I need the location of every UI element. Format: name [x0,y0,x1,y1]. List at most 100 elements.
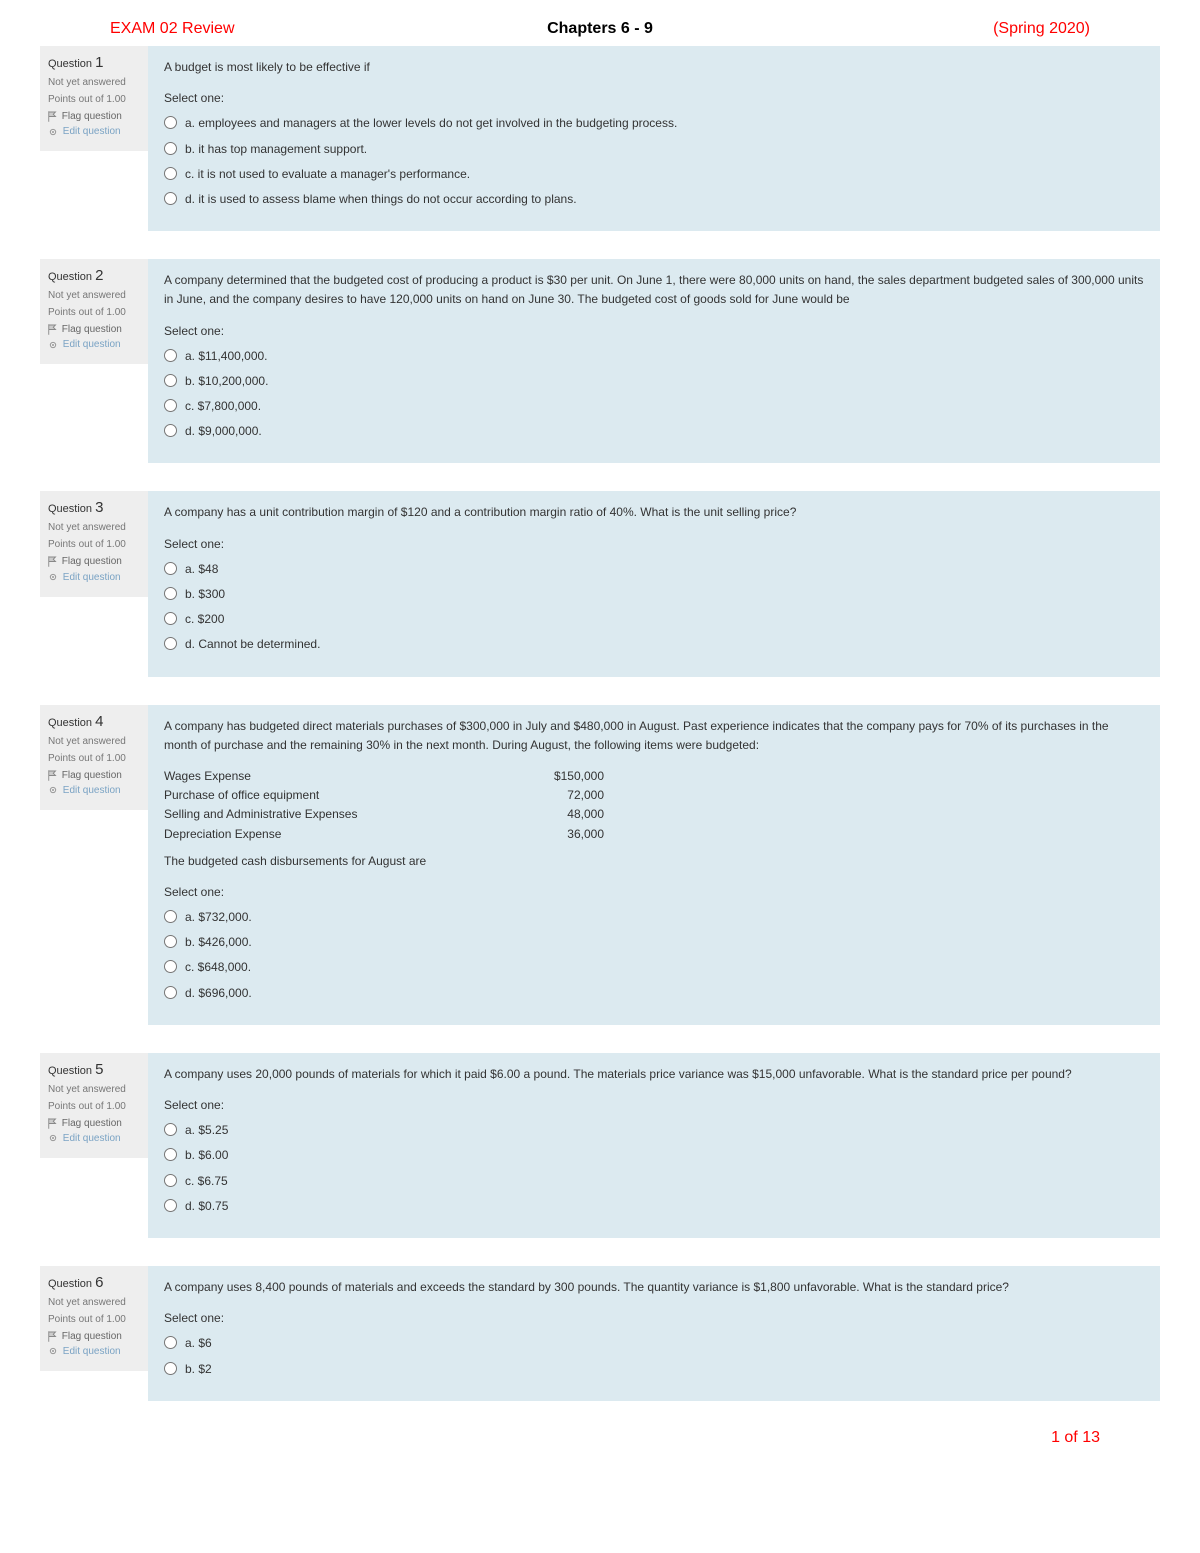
radio-input[interactable] [164,1148,177,1161]
radio-input[interactable] [164,424,177,437]
answer-status: Not yet answered [48,290,140,301]
question-number: Question 3 [48,499,140,516]
answer-choice[interactable]: c. $648,000. [164,958,1144,977]
answer-choice[interactable]: d. Cannot be determined. [164,635,1144,654]
radio-input[interactable] [164,1199,177,1212]
answer-choice[interactable]: b. $300 [164,585,1144,604]
radio-input[interactable] [164,960,177,973]
question-block: Question 6 Not yet answered Points out o… [40,1266,1160,1401]
radio-input[interactable] [164,116,177,129]
page-number: 1 of 13 [40,1429,1160,1447]
answer-choice[interactable]: a. $6 [164,1334,1144,1353]
answer-choice[interactable]: b. $2 [164,1360,1144,1379]
question-prompt-bottom: The budgeted cash disbursements for Augu… [164,852,1144,871]
radio-input[interactable] [164,612,177,625]
question-block: Question 2 Not yet answered Points out o… [40,259,1160,463]
points-label: Points out of 1.00 [48,1314,140,1325]
choice-text: c. $6.75 [185,1172,228,1191]
choice-text: b. it has top management support. [185,140,367,159]
question-content: A company determined that the budgeted c… [148,259,1160,463]
answer-choice[interactable]: d. it is used to assess blame when thing… [164,190,1144,209]
points-label: Points out of 1.00 [48,1101,140,1112]
answer-choice[interactable]: c. $200 [164,610,1144,629]
budget-label: Selling and Administrative Expenses [164,805,494,824]
flag-question-link[interactable]: Flag question [48,1331,140,1342]
answer-status: Not yet answered [48,522,140,533]
radio-input[interactable] [164,1362,177,1375]
radio-input[interactable] [164,374,177,387]
answer-choice[interactable]: d. $9,000,000. [164,422,1144,441]
answer-choice[interactable]: c. $7,800,000. [164,397,1144,416]
radio-input[interactable] [164,910,177,923]
radio-input[interactable] [164,399,177,412]
edit-question-link[interactable]: Edit question [48,785,140,796]
question-number: Question 2 [48,267,140,284]
choice-text: b. $6.00 [185,1146,228,1165]
edit-question-link[interactable]: Edit question [48,1133,140,1144]
question-prompt: A company uses 20,000 pounds of material… [164,1065,1144,1084]
budget-row: Selling and Administrative Expenses 48,0… [164,805,1144,824]
flag-question-link[interactable]: Flag question [48,556,140,567]
flag-question-link[interactable]: Flag question [48,111,140,122]
select-one-label: Select one: [164,535,1144,554]
answer-choice[interactable]: a. $5.25 [164,1121,1144,1140]
radio-input[interactable] [164,1336,177,1349]
flag-question-link[interactable]: Flag question [48,1118,140,1129]
answer-choice[interactable]: c. $6.75 [164,1172,1144,1191]
choice-text: b. $10,200,000. [185,372,268,391]
answer-choice[interactable]: d. $0.75 [164,1197,1144,1216]
choice-text: a. $5.25 [185,1121,228,1140]
question-sidebar: Question 3 Not yet answered Points out o… [40,491,148,596]
radio-input[interactable] [164,935,177,948]
choice-text: a. $6 [185,1334,212,1353]
answer-choice[interactable]: a. $48 [164,560,1144,579]
question-sidebar: Question 1 Not yet answered Points out o… [40,46,148,151]
radio-input[interactable] [164,637,177,650]
points-label: Points out of 1.00 [48,539,140,550]
answer-status: Not yet answered [48,736,140,747]
radio-input[interactable] [164,192,177,205]
choice-text: a. $48 [185,560,218,579]
answer-choice[interactable]: b. $6.00 [164,1146,1144,1165]
radio-input[interactable] [164,167,177,180]
select-one-label: Select one: [164,883,1144,902]
answer-choice[interactable]: a. $732,000. [164,908,1144,927]
budget-table: Wages Expense $150,000 Purchase of offic… [164,767,1144,844]
edit-question-link[interactable]: Edit question [48,1346,140,1357]
answer-choice[interactable]: a. employees and managers at the lower l… [164,114,1144,133]
answer-choice[interactable]: a. $11,400,000. [164,347,1144,366]
radio-input[interactable] [164,1123,177,1136]
radio-input[interactable] [164,142,177,155]
answer-status: Not yet answered [48,1297,140,1308]
choice-text: d. it is used to assess blame when thing… [185,190,577,209]
question-number: Question 4 [48,713,140,730]
flag-question-link[interactable]: Flag question [48,770,140,781]
radio-input[interactable] [164,562,177,575]
answer-choice[interactable]: b. $10,200,000. [164,372,1144,391]
answer-choice[interactable]: b. it has top management support. [164,140,1144,159]
budget-label: Depreciation Expense [164,825,494,844]
choice-text: c. $7,800,000. [185,397,261,416]
points-label: Points out of 1.00 [48,94,140,105]
question-prompt: A company has a unit contribution margin… [164,503,1144,522]
header-left: EXAM 02 Review [110,20,437,38]
choice-text: c. $200 [185,610,224,629]
edit-question-link[interactable]: Edit question [48,572,140,583]
question-sidebar: Question 2 Not yet answered Points out o… [40,259,148,364]
question-content: A company has a unit contribution margin… [148,491,1160,676]
choice-text: d. Cannot be determined. [185,635,320,654]
flag-question-link[interactable]: Flag question [48,324,140,335]
radio-input[interactable] [164,986,177,999]
radio-input[interactable] [164,349,177,362]
radio-input[interactable] [164,1174,177,1187]
edit-question-link[interactable]: Edit question [48,126,140,137]
edit-question-link[interactable]: Edit question [48,339,140,350]
choice-text: b. $2 [185,1360,212,1379]
answer-choice[interactable]: b. $426,000. [164,933,1144,952]
radio-input[interactable] [164,587,177,600]
question-sidebar: Question 5 Not yet answered Points out o… [40,1053,148,1158]
answer-choice[interactable]: d. $696,000. [164,984,1144,1003]
choice-text: d. $9,000,000. [185,422,262,441]
answer-choice[interactable]: c. it is not used to evaluate a manager'… [164,165,1144,184]
choice-text: c. it is not used to evaluate a manager'… [185,165,470,184]
